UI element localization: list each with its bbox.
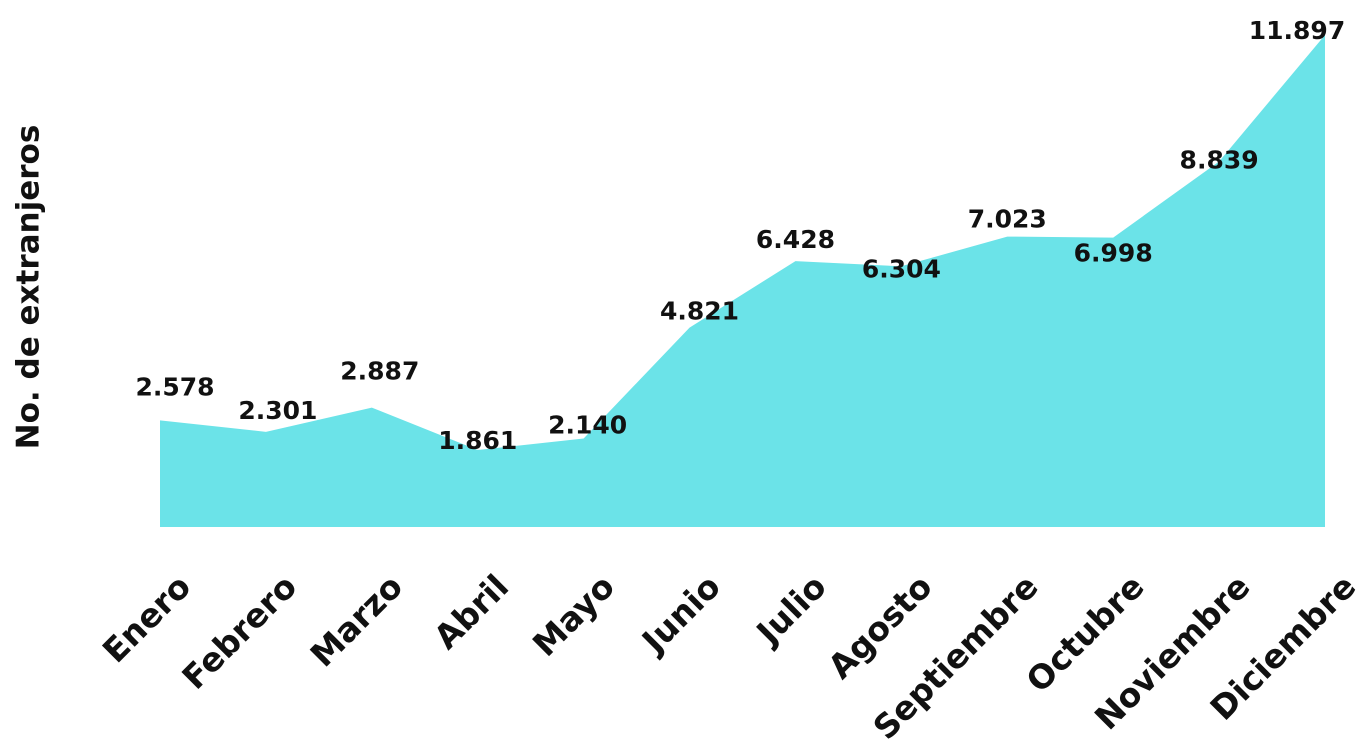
value-label: 6.428 (756, 225, 835, 254)
value-label: 6.304 (862, 254, 941, 283)
x-tick-label: Marzo (303, 567, 411, 675)
value-label: 2.301 (238, 396, 317, 425)
x-tick-label: Julio (748, 567, 834, 653)
value-label: 1.861 (438, 426, 517, 455)
value-label: 4.821 (660, 297, 739, 326)
area (160, 35, 1325, 527)
x-tick-label: Junio (633, 567, 728, 662)
y-axis-title: No. de extranjeros (11, 125, 47, 450)
value-label: 8.839 (1180, 145, 1259, 174)
value-label: 6.998 (1074, 239, 1153, 268)
x-tick-label: Enero (95, 567, 199, 671)
value-label: 11.897 (1249, 16, 1345, 45)
x-tick-label: Febrero (174, 567, 304, 697)
value-label: 2.887 (340, 357, 419, 386)
value-label: 2.578 (135, 372, 214, 401)
value-label: 2.140 (548, 411, 627, 440)
value-label: 7.023 (968, 205, 1047, 234)
x-tick-label: Mayo (525, 567, 622, 664)
x-tick-label: Abril (426, 567, 516, 657)
